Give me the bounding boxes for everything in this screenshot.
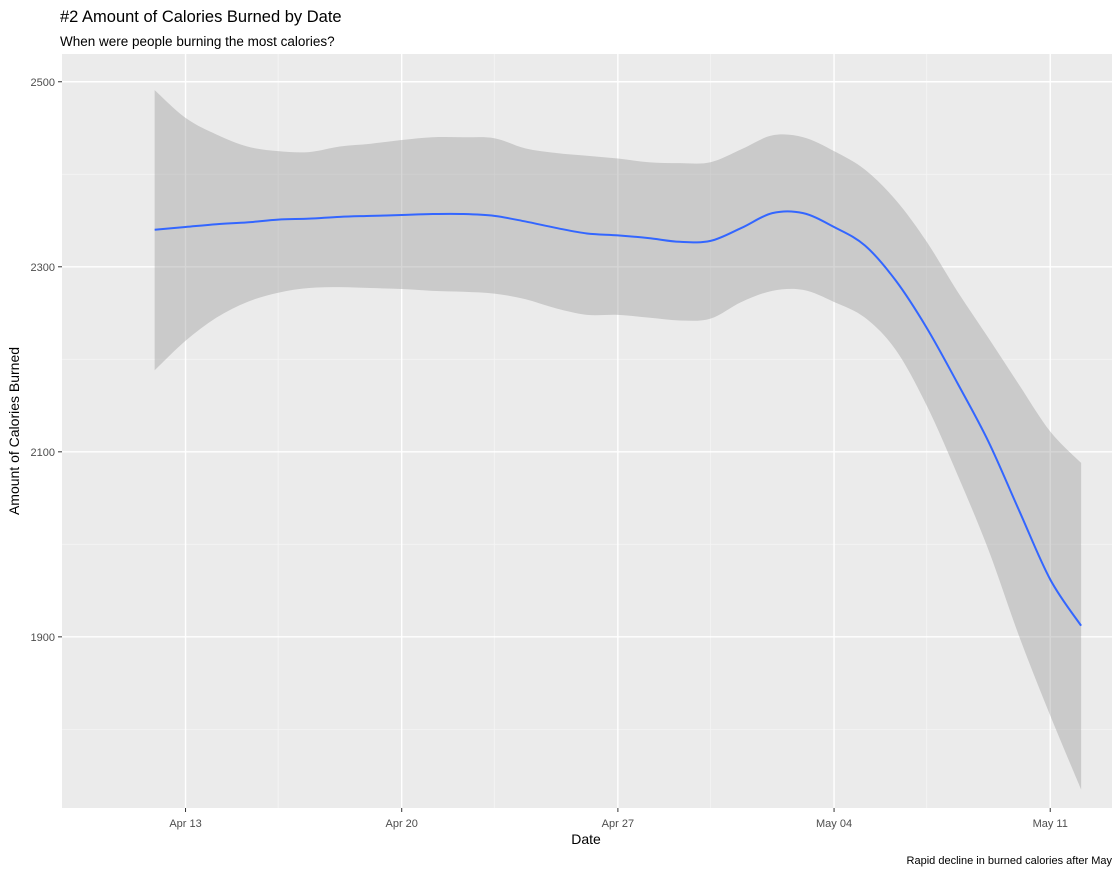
x-axis-label: Date xyxy=(571,831,601,847)
chart-caption: Rapid decline in burned calories after M… xyxy=(907,855,1113,867)
confidence-band xyxy=(154,90,1082,790)
grid-minor xyxy=(62,54,1112,808)
x-axis: Apr 13 Apr 20 Apr 27 May 04 May 11 xyxy=(169,808,1068,830)
x-tick-label: Apr 27 xyxy=(602,818,634,830)
chart-title: #2 Amount of Calories Burned by Date xyxy=(60,8,342,26)
x-tick-label: May 11 xyxy=(1033,818,1068,830)
y-axis: 1900 2100 2300 2500 xyxy=(31,77,62,644)
y-tick-label: 2500 xyxy=(31,77,55,89)
x-tick-label: Apr 13 xyxy=(169,818,201,830)
y-tick-label: 1900 xyxy=(31,632,55,644)
y-tick-label: 2100 xyxy=(31,447,55,459)
trend-line xyxy=(154,210,1082,627)
chart-subtitle: When were people burning the most calori… xyxy=(60,34,335,49)
x-tick-label: Apr 20 xyxy=(385,818,417,830)
plot-panel xyxy=(62,54,1112,808)
y-axis-label: Amount of Calories Burned xyxy=(6,347,22,515)
x-tick-label: May 04 xyxy=(816,818,852,830)
grid-major xyxy=(62,54,1112,808)
y-tick-label: 2300 xyxy=(31,262,55,274)
